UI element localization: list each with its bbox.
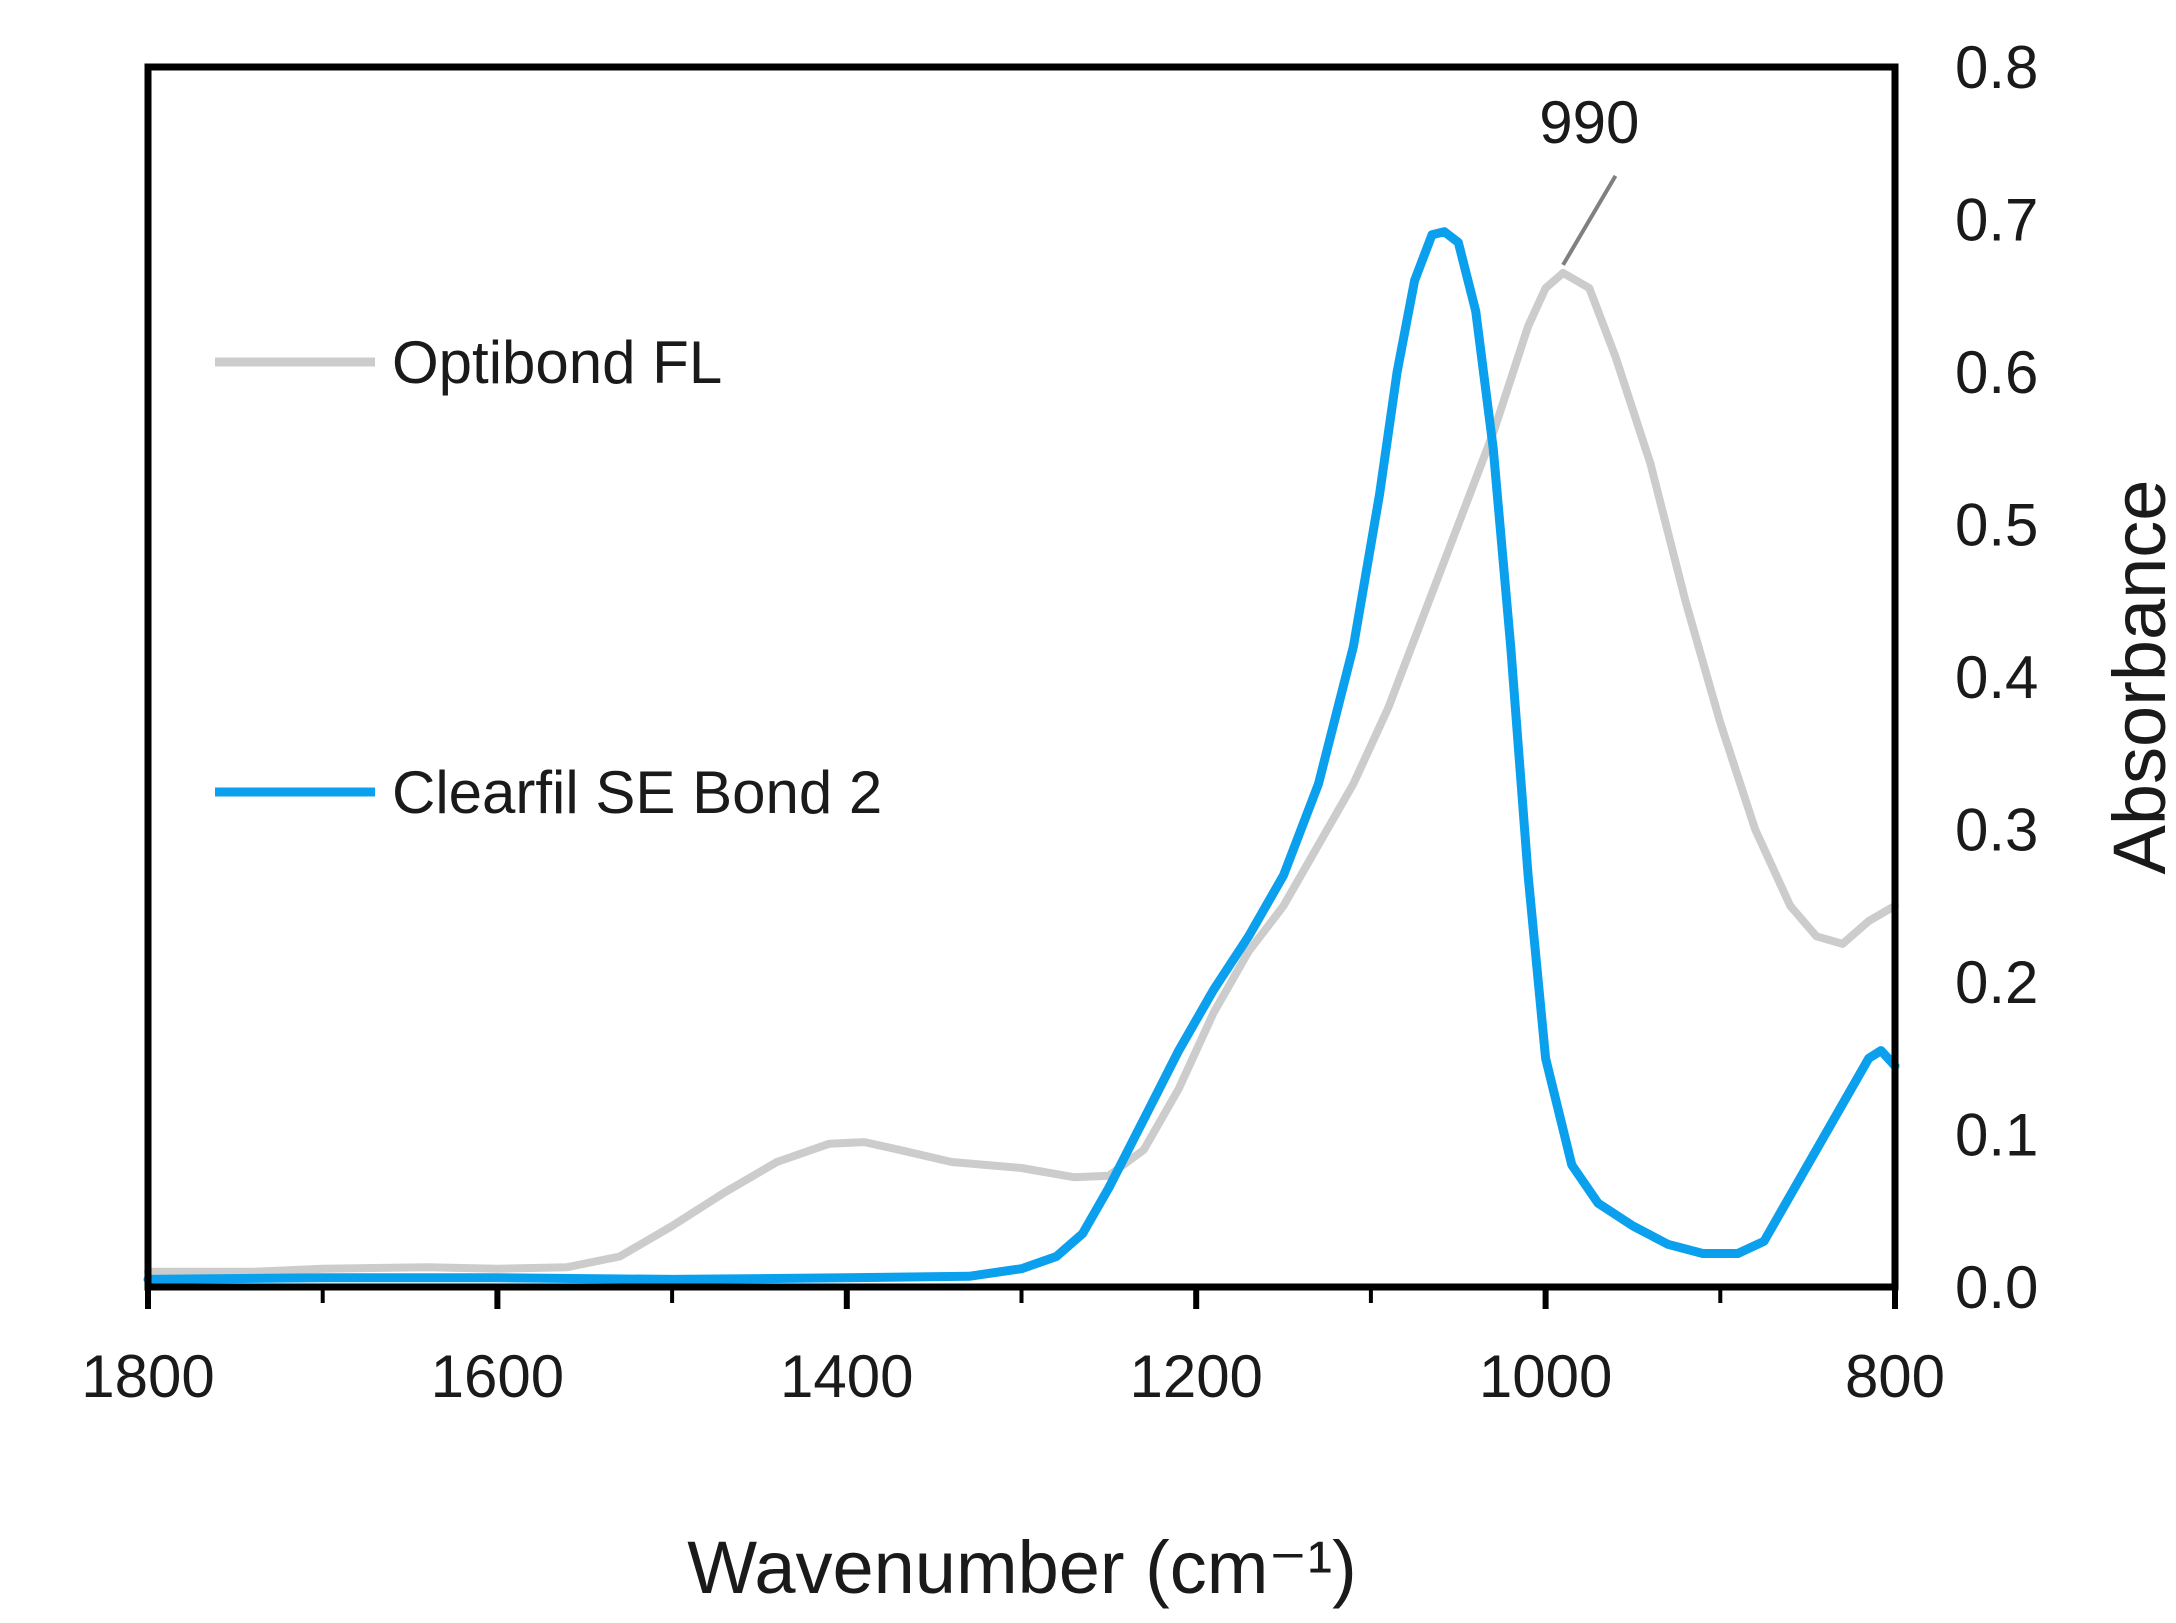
x-tick-label-800: 800 [1845,1343,1945,1410]
x-axis-title: Wavenumber (cm⁻¹) [687,1526,1357,1609]
y-tick-label-0.1: 0.1 [1955,1102,2038,1169]
legend-label-optibond-fl: Optibond FL [392,329,722,396]
y-tick-label-0.5: 0.5 [1955,492,2038,559]
y-axis-title: Absorbance [2098,480,2176,875]
annotation-label-990: 990 [1539,89,1639,156]
y-tick-label-0.7: 0.7 [1955,187,2038,254]
series-line-clearfil-se-bond-2 [143,227,1900,1284]
series-line-optibond-fl [144,268,1899,1276]
y-tick-label-0.0: 0.0 [1955,1254,2038,1321]
series-layer [143,227,1900,1284]
y-tick-label-0.8: 0.8 [1955,34,2038,101]
x-axis: 1800 1600 1400 1200 1000 800 [81,1287,1945,1410]
plot-frame [144,63,1899,1291]
x-tick-label-1600: 1600 [431,1343,564,1410]
legend: Optibond FL Clearfil SE Bond 2 [215,329,882,826]
annotation-leader-line [1561,174,1618,266]
x-tick-label-1200: 1200 [1129,1343,1262,1410]
y-tick-label-0.6: 0.6 [1955,339,2038,406]
y-tick-label-0.3: 0.3 [1955,797,2038,864]
x-tick-label-1000: 1000 [1479,1343,1612,1410]
y-tick-label-0.4: 0.4 [1955,644,2038,711]
x-tick-label-1800: 1800 [81,1343,214,1410]
y-tick-label-0.2: 0.2 [1955,949,2038,1016]
annotation-layer: 990 [1539,89,1639,266]
legend-label-clearfil-se-bond-2: Clearfil SE Bond 2 [392,759,882,826]
y-axis: 0.0 0.1 0.2 0.3 0.4 0.5 0.6 0.7 0.8 [1955,34,2038,1321]
x-tick-label-1400: 1400 [780,1343,913,1410]
